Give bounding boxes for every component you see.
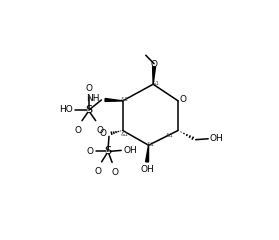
Polygon shape [105, 98, 123, 102]
Text: OH: OH [209, 134, 223, 143]
Text: &1: &1 [147, 142, 155, 147]
Text: NH: NH [86, 94, 100, 103]
Text: O: O [180, 95, 187, 103]
Polygon shape [153, 67, 156, 84]
Text: S: S [104, 146, 111, 156]
Text: O: O [85, 84, 92, 93]
Text: &1: &1 [151, 81, 159, 86]
Text: O: O [74, 126, 81, 135]
Text: OH: OH [124, 146, 138, 155]
Text: &1: &1 [121, 97, 129, 102]
Text: O: O [112, 168, 119, 177]
Text: HO: HO [59, 105, 73, 114]
Text: O: O [97, 126, 104, 135]
Text: &1: &1 [121, 132, 129, 137]
Text: O: O [100, 129, 107, 138]
Text: &1: &1 [166, 132, 174, 138]
Text: O: O [151, 60, 158, 69]
Text: O: O [94, 167, 101, 176]
Text: OH: OH [140, 165, 154, 174]
Text: S: S [85, 105, 92, 115]
Polygon shape [146, 145, 148, 162]
Text: O: O [86, 147, 93, 156]
